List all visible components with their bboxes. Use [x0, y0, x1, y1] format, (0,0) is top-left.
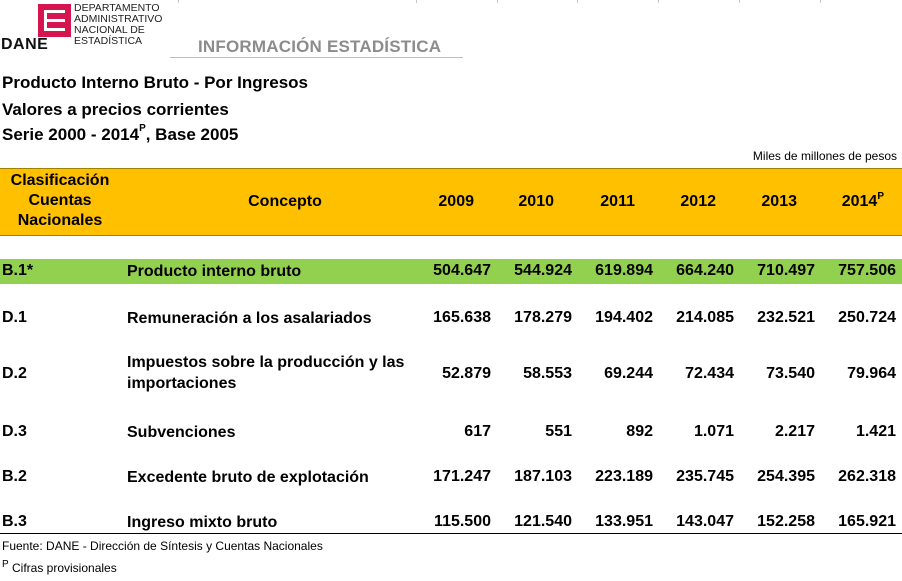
row-value: 73.540: [766, 365, 815, 382]
series-text: Serie 2000 - 2014: [2, 125, 140, 144]
header-clasificacion-line: Clasificación: [10, 172, 110, 189]
row-code: D.1: [2, 309, 27, 326]
row-concept: Excedente bruto de explotación: [127, 469, 369, 486]
dane-logo-mark: [38, 4, 71, 37]
row-value: 232.521: [757, 309, 815, 326]
row-value: 254.395: [757, 468, 815, 485]
row-value: 178.279: [514, 309, 572, 326]
row-value: 617: [464, 423, 491, 440]
dept-line: DEPARTAMENTO: [74, 2, 160, 14]
row-value: 2.217: [774, 423, 815, 440]
provisional-mark: P: [2, 559, 9, 570]
row-value: 619.894: [595, 262, 653, 279]
header-year: 2013: [761, 193, 797, 210]
row-value: 69.244: [604, 365, 653, 382]
header-clasificacion-line: Cuentas: [28, 192, 92, 209]
row-concept: Ingreso mixto bruto: [127, 514, 278, 531]
sheet-gridlines: [0, 0, 902, 3]
header-year: 2009: [438, 193, 474, 210]
header-concepto: Concepto: [248, 193, 322, 210]
row-value: 1.071: [693, 423, 734, 440]
header-year: 2011: [600, 193, 635, 210]
header-year: 2010: [518, 193, 554, 210]
row-value: 52.879: [442, 365, 491, 382]
provisional-note: P Cifras provisionales: [2, 559, 117, 575]
table-row-b1: B.1* Producto interno bruto 504.647 544.…: [0, 259, 902, 284]
header-year: 2012: [680, 193, 716, 210]
row-value: 892: [626, 423, 653, 440]
row-value: 757.506: [838, 262, 896, 279]
series-base: , Base 2005: [145, 125, 239, 144]
row-code: D.2: [2, 365, 27, 382]
row-value: 115.500: [434, 513, 491, 530]
row-value: 710.497: [757, 262, 815, 279]
row-value: 171.247: [433, 468, 491, 485]
row-code: B.1*: [2, 262, 34, 279]
row-value: 223.189: [595, 468, 653, 485]
report-series: Serie 2000 - 2014P, Base 2005: [2, 123, 239, 145]
header-year-last: 2014P: [808, 191, 884, 211]
units-label: Miles de millones de pesos: [752, 149, 897, 163]
report-title: Producto Interno Bruto - Por Ingresos: [2, 73, 309, 92]
dane-logo: DANE DEPARTAMENTO ADMINISTRATIVO NACIONA…: [0, 2, 170, 56]
section-title: INFORMACIÓN ESTADÍSTICA: [198, 37, 442, 56]
row-value: 551: [545, 423, 572, 440]
table-header: Clasificación Cuentas Nacionales Concept…: [0, 168, 902, 236]
source-note: Fuente: DANE - Dirección de Síntesis y C…: [2, 539, 323, 553]
header-year-last-text: 2014: [841, 193, 878, 210]
row-value: 165.921: [838, 513, 896, 530]
row-code: B.2: [2, 468, 27, 485]
row-value: 152.258: [757, 513, 815, 530]
provisional-mark: P: [877, 191, 884, 202]
row-value: 121.540: [514, 513, 572, 530]
dane-department-name: DEPARTAMENTO ADMINISTRATIVO NACIONAL DE …: [74, 3, 174, 47]
row-value: 235.745: [676, 468, 734, 485]
dept-line: NACIONAL DE: [74, 24, 145, 36]
row-value: 504.647: [433, 262, 491, 279]
row-value: 544.924: [514, 262, 572, 279]
row-concept: Impuestos sobre la producción y las impo…: [127, 354, 405, 392]
dept-line: ESTADÍSTICA: [74, 35, 143, 47]
section-title-underline: [170, 57, 463, 58]
dept-line: ADMINISTRATIVO: [74, 13, 163, 25]
table-bottom-border: [0, 533, 902, 534]
header-clasificacion-line: Nacionales: [17, 212, 103, 229]
row-value: 58.553: [523, 365, 572, 382]
row-value: 1.421: [855, 423, 896, 440]
row-value: 72.434: [685, 365, 734, 382]
report-subtitle: Valores a precios corrientes: [2, 100, 229, 119]
row-value: 664.240: [676, 262, 734, 279]
row-value: 262.318: [838, 468, 896, 485]
row-value: 133.951: [595, 513, 653, 530]
row-value: 143.047: [676, 513, 734, 530]
dane-logo-word: DANE: [1, 36, 49, 53]
row-value: 79.964: [847, 365, 896, 382]
row-concept: Remuneración a los asalariados: [127, 310, 372, 327]
provisional-mark: P: [139, 123, 146, 134]
row-value: 250.724: [838, 309, 896, 326]
row-concept: Producto interno bruto: [127, 263, 302, 280]
provisional-note-text: Cifras provisionales: [8, 561, 117, 575]
row-code: D.3: [2, 423, 27, 440]
row-value: 214.085: [676, 309, 734, 326]
row-code: B.3: [2, 513, 27, 530]
header-clasificacion: Clasificación Cuentas Nacionales: [0, 171, 120, 231]
row-value: 187.103: [514, 468, 572, 485]
row-value: 165.638: [433, 309, 491, 326]
row-concept: Subvenciones: [127, 424, 236, 441]
row-value: 194.402: [595, 309, 653, 326]
